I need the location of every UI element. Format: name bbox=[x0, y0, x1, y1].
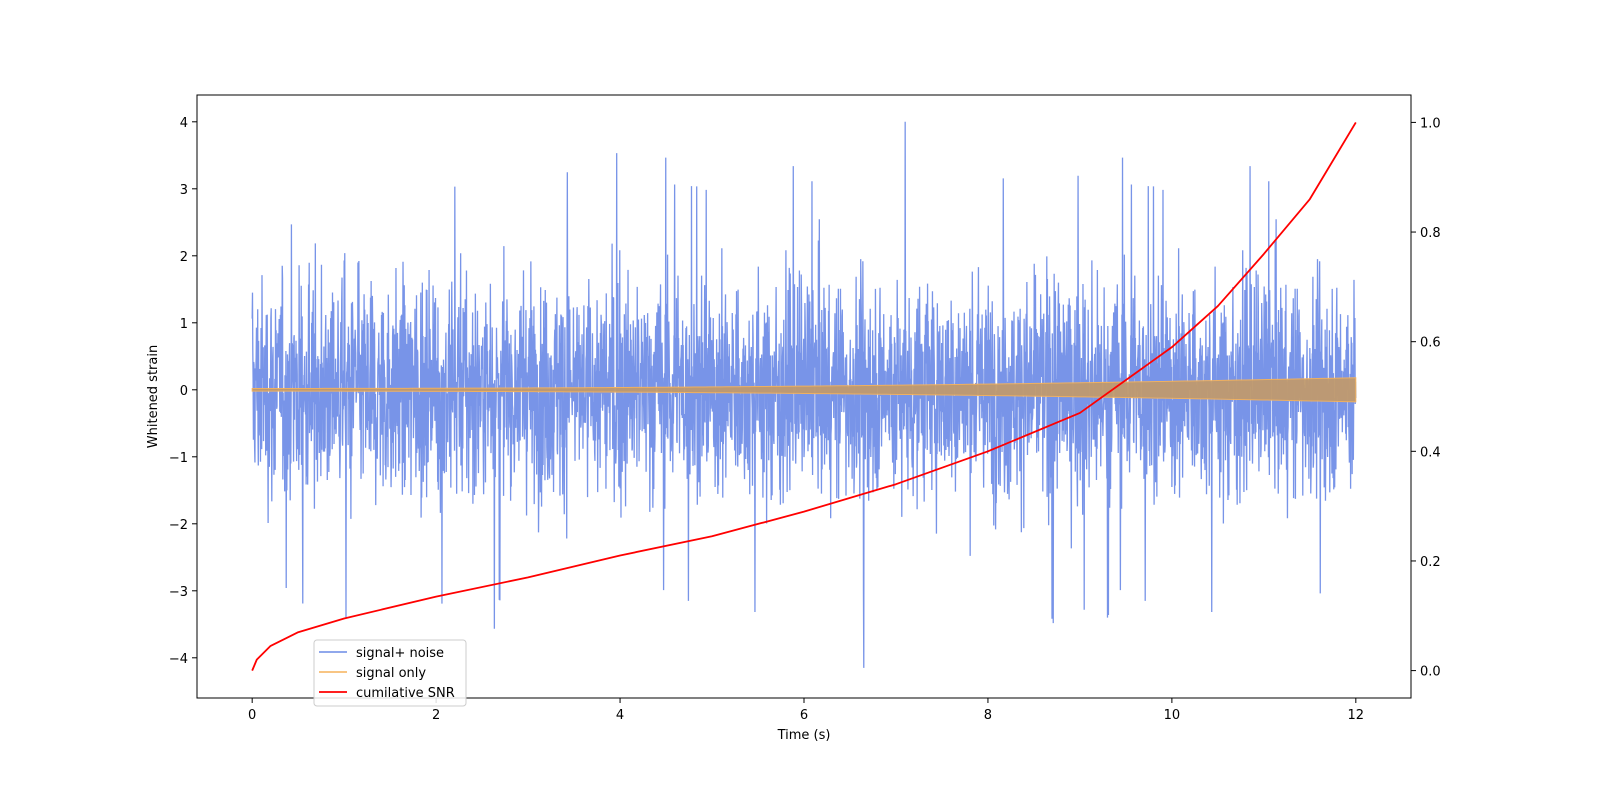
plot-area bbox=[251, 121, 1357, 671]
y2-tick-label: 1.0 bbox=[1420, 116, 1441, 131]
x-tick-label: 10 bbox=[1164, 708, 1181, 723]
y2-tick-label: 0.6 bbox=[1420, 336, 1441, 351]
y-tick-label: 2 bbox=[180, 250, 188, 265]
y2-tick-label: 0.0 bbox=[1420, 665, 1441, 680]
y-axis-label: Whitened strain bbox=[146, 345, 161, 448]
x-tick-label: 6 bbox=[800, 708, 808, 723]
y2-tick-label: 0.4 bbox=[1420, 445, 1441, 460]
x-axis-label: Time (s) bbox=[777, 728, 831, 743]
series-signal-noise bbox=[251, 121, 1357, 668]
legend-entry: signal+ noise bbox=[356, 646, 444, 661]
y2-tick-label: 0.2 bbox=[1420, 555, 1441, 570]
x-axis-ticks: 0 2 4 6 8 10 12 bbox=[248, 698, 1364, 723]
x-tick-label: 2 bbox=[432, 708, 440, 723]
y2-axis-ticks: 0.0 0.2 0.4 0.6 0.8 1.0 bbox=[1411, 116, 1441, 680]
y-tick-label: 4 bbox=[180, 116, 188, 131]
y-tick-label: −4 bbox=[169, 652, 188, 667]
y-tick-label: −2 bbox=[169, 518, 188, 533]
y-tick-label: 0 bbox=[180, 384, 188, 399]
x-tick-label: 8 bbox=[984, 708, 992, 723]
legend-entry: cumilative SNR bbox=[356, 686, 455, 701]
x-tick-label: 4 bbox=[616, 708, 624, 723]
legend-box bbox=[313, 639, 467, 707]
x-tick-label: 12 bbox=[1348, 708, 1365, 723]
y-tick-label: 3 bbox=[180, 183, 188, 198]
legend: signal+ noise signal only cumilative SNR bbox=[313, 639, 467, 707]
series-signal-only bbox=[251, 377, 1357, 403]
series-cumulative-snr bbox=[251, 121, 1357, 671]
x-tick-label: 0 bbox=[248, 708, 256, 723]
y-tick-label: −3 bbox=[169, 585, 188, 600]
y-axis-ticks: −4 −3 −2 −1 0 1 2 3 4 bbox=[169, 116, 197, 667]
y-tick-label: −1 bbox=[169, 451, 188, 466]
y2-tick-label: 0.8 bbox=[1420, 226, 1441, 241]
legend-entry: signal only bbox=[356, 666, 426, 681]
y-tick-label: 1 bbox=[180, 317, 188, 332]
